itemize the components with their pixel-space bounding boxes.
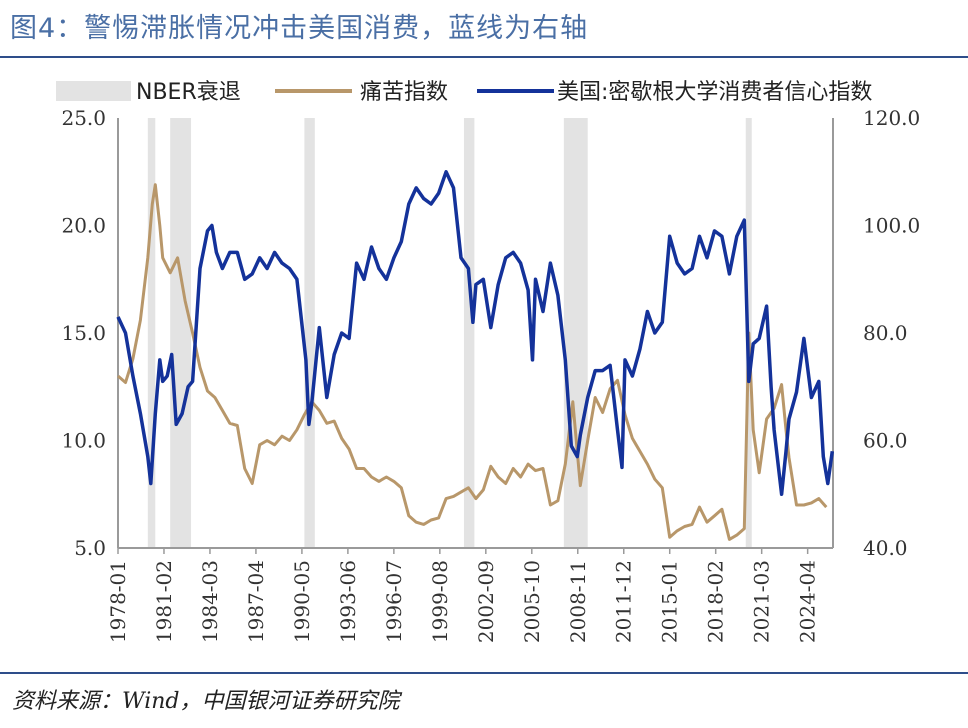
y-right-tick-label: 40.0 [863,536,908,560]
x-tick-label: 1993-06 [336,560,360,643]
title-divider [0,56,968,58]
x-tick-label: 1996-07 [382,560,406,643]
y-right-tick-label: 100.0 [863,214,920,238]
source-note: 资料来源：Wind，中国银河证券研究院 [12,689,400,714]
recession-band-1 [170,118,192,548]
recession-band-0 [147,118,156,548]
x-tick-label: 1981-02 [152,560,176,643]
chart-series [116,170,835,541]
recession-band-4 [563,118,588,548]
x-tick-label: 2021-03 [750,560,774,643]
series-line-sentiment [116,170,835,497]
y-left-tick-label: 25.0 [61,106,106,130]
chart-svg: 25.0 20.0 15.0 10.0 5.0 120.0 100.0 80.0 60.0 40.… [56,80,920,643]
legend: NBER衰退 痛苦指数 美国:密歇根大学消费者信心指数 [56,80,872,105]
y-right-tick-label: 120.0 [863,106,920,130]
legend-swatch-recession [56,81,131,101]
y-right-tick-label: 60.0 [863,429,908,453]
x-tick-label: 2018-02 [704,560,728,643]
recession-band-2 [304,118,315,548]
legend-label-recession: NBER衰退 [136,80,241,105]
x-tick-label: 2005-10 [520,560,544,643]
y-left-tick-label: 5.0 [74,536,106,560]
series-line-misery [117,183,828,541]
x-tick-label: 2015-01 [658,560,682,643]
y-left-tick-label: 20.0 [61,214,106,238]
recession-band-3 [463,118,475,548]
x-tick-label: 1987-04 [244,560,268,643]
x-tick-label: 2002-09 [474,560,498,643]
y-left-tick-label: 10.0 [61,429,106,453]
x-tick-label: 1999-08 [428,560,452,643]
legend-label-misery: 痛苦指数 [360,80,448,105]
x-tick-label: 2024-04 [796,560,820,643]
x-tick-label: 1990-05 [290,560,314,643]
x-tick-label: 1984-03 [198,560,222,643]
x-tick-label: 2011-12 [612,560,636,643]
footer-divider [0,672,968,674]
legend-label-sentiment: 美国:密歇根大学消费者信心指数 [557,80,872,105]
y-left-tick-label: 15.0 [61,321,106,345]
chart-title: 图4：警惕滞胀情况冲击美国消费，蓝线为右轴 [10,13,589,44]
x-tick-label: 1978-01 [106,560,130,643]
y-right-tick-label: 80.0 [863,321,908,345]
x-tick-label: 2008-11 [566,560,590,643]
chart-axes: 25.0 20.0 15.0 10.0 5.0 120.0 100.0 80.0 60.0 40.… [61,106,920,643]
